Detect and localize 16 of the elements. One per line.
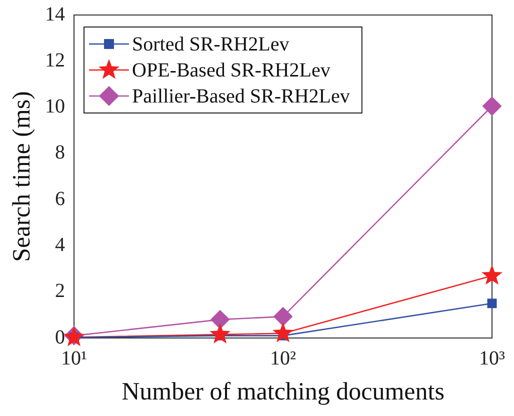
y-tick-label: 0: [55, 326, 65, 348]
y-axis-title: Search time (ms): [8, 91, 36, 262]
x-tick-label: 10²: [270, 347, 296, 370]
x-tick-label: 10¹: [61, 347, 87, 370]
y-tick-label: 10: [45, 96, 65, 118]
y-tick-label: 4: [55, 234, 65, 256]
x-axis-title: Number of matching documents: [122, 378, 444, 406]
legend-label: OPE-Based SR-RH2Lev: [132, 59, 330, 82]
legend-label: Sorted SR-RH2Lev: [132, 33, 290, 56]
y-tick-label: 14: [45, 3, 65, 26]
y-tick-label: 12: [45, 49, 65, 72]
y-tick-label: 6: [55, 188, 65, 210]
y-tick-label: 2: [55, 280, 65, 302]
y-tick-label: 8: [55, 142, 65, 164]
legend-label: Paillier-Based SR-RH2Lev: [132, 85, 350, 108]
x-tick-label: 10³: [479, 347, 505, 370]
